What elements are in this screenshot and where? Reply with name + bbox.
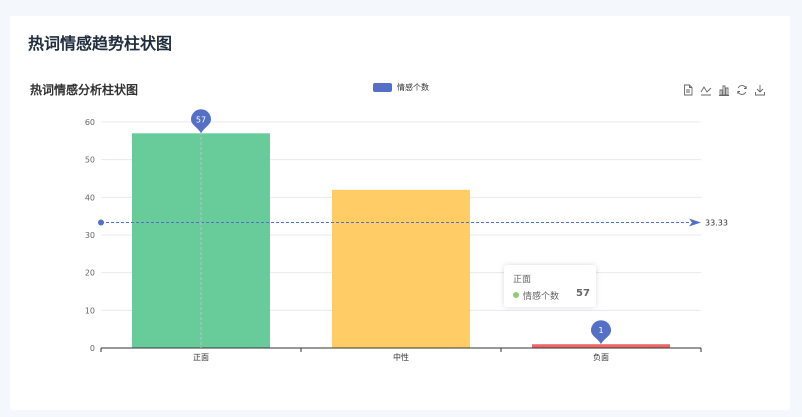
legend[interactable]: 情感个数 bbox=[373, 82, 429, 93]
save-image-icon[interactable] bbox=[753, 83, 767, 97]
bar-switch-icon[interactable] bbox=[717, 83, 731, 97]
y-tick-label: 0 bbox=[90, 344, 95, 353]
line-switch-icon[interactable] bbox=[699, 83, 713, 97]
x-tick-label: 中性 bbox=[393, 352, 409, 362]
legend-label: 情感个数 bbox=[397, 83, 429, 92]
x-tick-label: 负面 bbox=[593, 352, 609, 362]
tooltip-value: 57 bbox=[576, 288, 590, 299]
tooltip-series-dot bbox=[513, 292, 519, 298]
y-tick-label: 40 bbox=[85, 193, 95, 202]
mark-point-label: 1 bbox=[598, 326, 603, 335]
mark-point-pin bbox=[191, 109, 211, 134]
y-tick-label: 60 bbox=[85, 118, 95, 127]
bar-负面 bbox=[532, 344, 670, 348]
mark-point-pin bbox=[591, 320, 611, 345]
legend-swatch bbox=[373, 83, 392, 92]
average-line-arrow bbox=[689, 218, 701, 227]
y-tick-label: 30 bbox=[85, 231, 95, 240]
y-tick-label: 50 bbox=[85, 156, 95, 165]
mark-point-label: 57 bbox=[196, 115, 206, 124]
restore-icon[interactable] bbox=[735, 83, 749, 97]
y-tick-label: 10 bbox=[85, 306, 95, 315]
tooltip: 正面 情感个数 57 bbox=[504, 265, 596, 307]
x-tick-label: 正面 bbox=[193, 353, 209, 362]
tooltip-series-name: 情感个数 bbox=[523, 292, 560, 302]
data-view-icon[interactable] bbox=[681, 83, 695, 97]
average-line-start-dot bbox=[98, 219, 104, 226]
average-line-label: 33.33 bbox=[705, 218, 728, 227]
bar-正面 bbox=[132, 133, 270, 348]
tooltip-title: 正面 bbox=[513, 275, 532, 285]
bar-中性 bbox=[332, 189, 470, 348]
chart-title: 热词情感分析柱状图 bbox=[30, 83, 139, 97]
toolbox bbox=[681, 83, 767, 97]
page-title: 热词情感趋势柱状图 bbox=[28, 34, 173, 53]
y-tick-label: 20 bbox=[85, 269, 95, 278]
